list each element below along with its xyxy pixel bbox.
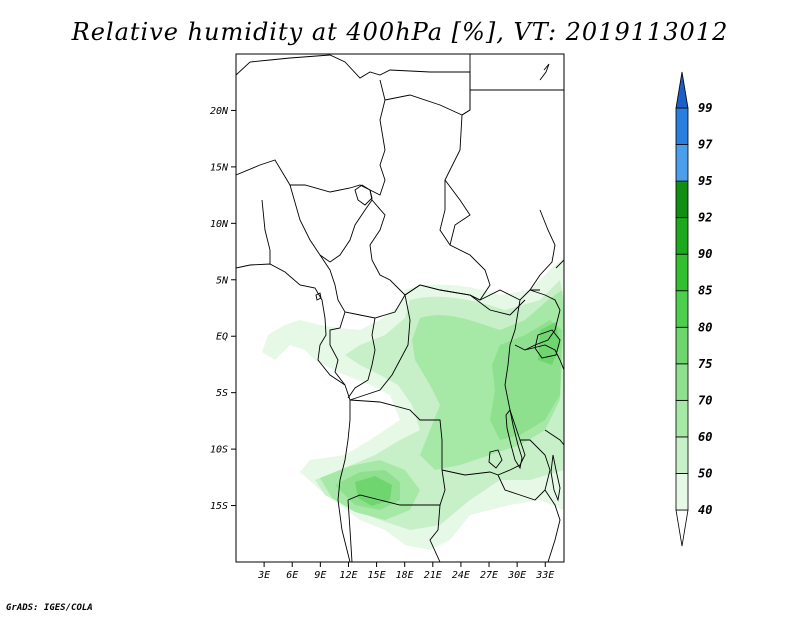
- lat-tick-label: 10N: [210, 219, 229, 230]
- coast-east-africa: [555, 259, 564, 269]
- colorbar-level-label: 99: [698, 101, 712, 115]
- colorbar-level-label: 92: [698, 211, 712, 225]
- lat-tick-label: 10S: [210, 445, 228, 456]
- political-boundaries: [236, 54, 564, 562]
- lake-mweru: [488, 449, 503, 469]
- lon-tick-label: 27E: [480, 570, 498, 581]
- colorbar-box: [675, 253, 689, 292]
- humidity-80-region: [355, 476, 392, 506]
- colorbar-level-label: 70: [698, 393, 712, 407]
- lon-tick-label: 3E: [257, 570, 270, 581]
- lat-tick-label: 5S: [216, 388, 228, 399]
- border-zambia: [441, 439, 551, 501]
- lat-tick-label: 5N: [216, 275, 229, 286]
- lat-tick-label: 15N: [210, 162, 229, 173]
- colorbar-box: [675, 180, 689, 219]
- colorbar-level-label: 50: [698, 466, 712, 480]
- border-congo: [329, 311, 376, 399]
- colorbar-box: [675, 290, 689, 328]
- lon-tick-label: 21E: [424, 570, 442, 581]
- gulf-of-guinea-island: [315, 292, 322, 301]
- lon-tick-label: 6E: [286, 570, 298, 581]
- lon-tick-label: 30E: [507, 570, 526, 581]
- border-libya-egypt: [469, 54, 564, 110]
- lat-tick-label: 15S: [210, 501, 228, 512]
- border-tanzania: [524, 344, 564, 446]
- lake-tanganyika: [505, 408, 523, 470]
- lon-tick-label: 33E: [535, 570, 554, 581]
- lat-tick-label: EQ: [216, 332, 228, 343]
- border-chad: [384, 94, 491, 301]
- colorbar-level-label: 40: [698, 503, 712, 517]
- colorbar-box: [675, 217, 689, 255]
- lon-tick-label: 9E: [314, 570, 326, 581]
- colorbar-box: [675, 363, 689, 401]
- lon-tick-label: 12E: [339, 570, 357, 581]
- border-cameroon: [319, 199, 406, 319]
- border-car: [404, 284, 540, 301]
- colorbar-level-label: 80: [698, 320, 712, 334]
- map-frame: [235, 53, 565, 563]
- colorbar-box: [675, 107, 689, 145]
- tip-red-sea: [539, 63, 550, 81]
- colorbar-level-label: 85: [698, 284, 712, 298]
- map-title: Relative humidity at 400hPa [%], VT: 201…: [71, 18, 729, 46]
- lake-victoria: [534, 329, 561, 359]
- colorbar-level-label: 75: [698, 357, 712, 371]
- colorbar-box: [675, 326, 689, 365]
- colorbar-level-label: 97: [698, 138, 713, 152]
- border-sudan: [444, 89, 564, 291]
- lake-malawi: [550, 454, 561, 502]
- humidity-field: [262, 258, 564, 550]
- colorbar-level-label: 95: [698, 174, 712, 188]
- colorbar-box: [675, 399, 689, 438]
- colorbar: 40 50 60 70 75 80 85 90 92 95 97 99: [675, 71, 713, 547]
- border-mozambique: [544, 489, 561, 562]
- border-namibia: [347, 499, 441, 562]
- lon-tick-label: 24E: [452, 570, 470, 581]
- colorbar-box: [675, 144, 689, 182]
- border-nigeria: [261, 184, 373, 264]
- colorbar-box: [675, 473, 689, 511]
- lake-chad: [354, 184, 373, 206]
- colorbar-level-label: 60: [698, 430, 712, 444]
- border-algeria-libya: [236, 54, 471, 116]
- colorbar-box: [675, 436, 689, 474]
- lon-tick-label: 18E: [396, 570, 414, 581]
- lon-tick-label: 15E: [368, 570, 386, 581]
- border-niger: [236, 79, 386, 196]
- colorbar-upper-triangle: [675, 71, 689, 109]
- lat-tick-label: 20N: [210, 106, 229, 117]
- coastline-west-africa: [236, 263, 351, 562]
- colorbar-lower-triangle: [675, 509, 689, 547]
- border-uganda-kenya: [514, 289, 561, 351]
- latitude-axis: 20N 15N 10N 5N EQ 5S 10S 15S: [210, 106, 236, 512]
- longitude-axis: 3E 6E 9E 12E 15E 18E 21E 24E 27E 30E 33E: [257, 562, 554, 581]
- border-angola: [347, 399, 446, 506]
- colorbar-level-label: 90: [698, 247, 712, 261]
- credit-label: GrADS: IGES/COLA: [6, 603, 93, 613]
